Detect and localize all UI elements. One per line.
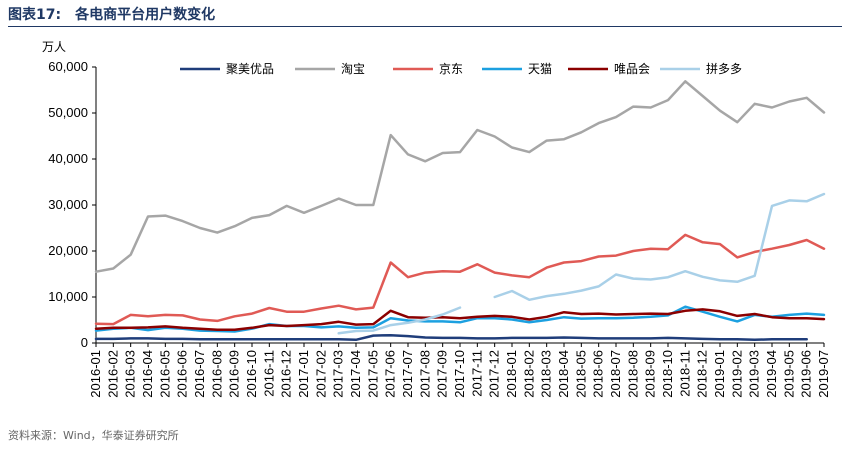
x-tick-label: 2016-11 [261, 350, 276, 397]
y-tick-label: 0 [81, 335, 88, 350]
x-tick-label: 2018-12 [695, 350, 710, 398]
legend-label: 拼多多 [706, 62, 742, 76]
series-lines [94, 80, 826, 342]
x-tick-label: 2017-12 [487, 350, 502, 398]
x-tick-label: 2018-10 [660, 350, 675, 398]
x-tick-label: 2018-04 [556, 350, 571, 398]
y-tick-label: 10,000 [48, 289, 88, 304]
x-tick-label: 2016-04 [140, 350, 155, 398]
x-tick-label: 2018-02 [521, 350, 536, 398]
legend-label: 聚美优品 [226, 62, 274, 76]
x-tick-label: 2018-08 [625, 350, 640, 398]
series-line [94, 308, 826, 331]
x-tick-label: 2016-12 [279, 350, 294, 398]
y-tick-label: 50,000 [48, 105, 88, 120]
title-rule [8, 26, 842, 27]
x-tick-label: 2016-08 [209, 350, 224, 398]
x-tick-label: 2016-02 [105, 350, 120, 398]
legend-label: 淘宝 [341, 62, 365, 76]
x-tick-label: 2017-03 [331, 350, 346, 398]
y-tick-label: 20,000 [48, 243, 88, 258]
figure-title-text: 各电商平台用户数变化 [75, 7, 216, 23]
figure-title: 图表17: 各电商平台用户数变化 [8, 4, 215, 24]
x-tick-label: 2019-01 [712, 350, 727, 398]
x-tick-label: 2017-04 [348, 350, 363, 398]
x-tick-label: 2016-07 [192, 350, 207, 398]
series-line [94, 333, 808, 342]
series-line [94, 233, 826, 326]
x-tick-label: 2017-02 [313, 350, 328, 398]
series-line [94, 80, 826, 273]
x-tick-label: 2019-02 [729, 350, 744, 398]
x-tick-label: 2017-01 [296, 350, 311, 398]
legend-label: 唯品会 [614, 62, 650, 76]
axes [92, 66, 825, 347]
x-tick-label: 2019-05 [781, 350, 796, 398]
x-tick-label: 2017-09 [435, 350, 450, 398]
x-tick-label: 2019-07 [816, 350, 831, 398]
x-tick-label: 2019-06 [799, 350, 814, 398]
x-tick-label: 2016-01 [88, 350, 103, 398]
x-tick-label: 2018-03 [539, 350, 554, 398]
y-tick-label: 40,000 [48, 151, 88, 166]
x-tick-label: 2017-08 [417, 350, 432, 398]
x-tick-label: 2018-09 [643, 350, 658, 398]
x-tick-labels: 2016-01 2016-02 2016-03 2016-04 2016-05 2016-… [88, 350, 831, 398]
legend-label: 京东 [439, 62, 463, 76]
x-tick-label: 2017-06 [383, 350, 398, 398]
legend: 聚美优品 淘宝 京东 天猫 唯品会 拼多多 [180, 62, 742, 76]
x-tick-label: 2017-07 [400, 350, 415, 398]
x-tick-label: 2018-01 [504, 350, 519, 398]
y-tick-label: 30,000 [48, 197, 88, 212]
x-tick-label: 2016-05 [157, 350, 172, 398]
x-tick-label: 2017-05 [365, 350, 380, 398]
series-line [337, 192, 826, 335]
x-tick-label: 2017-11 [469, 350, 484, 397]
figure-label: 图表17: [8, 7, 62, 23]
x-tick-label: 2017-10 [452, 350, 467, 398]
x-tick-label: 2016-06 [175, 350, 190, 398]
y-tick-labels: 0 10,000 20,000 30,000 40,000 50,000 60,000 [48, 59, 88, 350]
x-tick-label: 2018-06 [591, 350, 606, 398]
x-tick-label: 2018-05 [573, 350, 588, 398]
y-tick-label: 60,000 [48, 59, 88, 74]
x-tick-label: 2016-09 [227, 350, 242, 398]
x-tick-label: 2016-10 [244, 350, 259, 398]
x-tick-label: 2016-03 [123, 350, 138, 398]
x-tick-label: 2018-11 [677, 350, 692, 397]
series-line [94, 305, 826, 333]
x-tick-label: 2019-04 [764, 350, 779, 398]
y-axis-unit: 万人 [42, 40, 67, 54]
source-note: 资料来源：Wind，华泰证券研究所 [8, 429, 179, 442]
x-tick-label: 2018-07 [608, 350, 623, 398]
x-tick-label: 2019-03 [747, 350, 762, 398]
legend-label: 天猫 [528, 62, 552, 76]
